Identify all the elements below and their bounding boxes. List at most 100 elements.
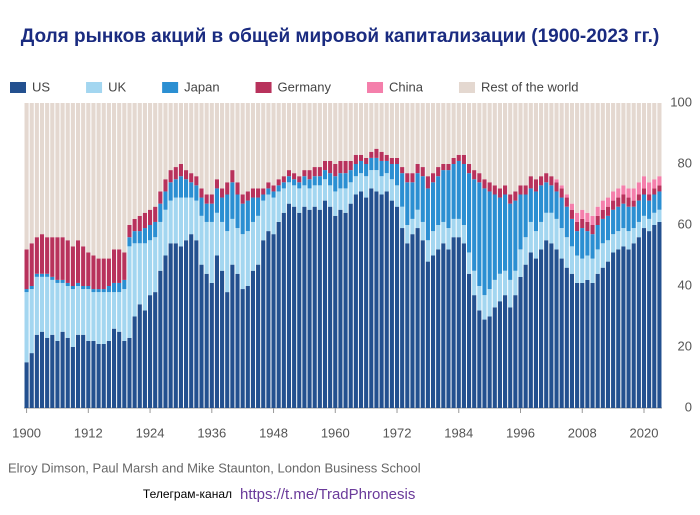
bar-segment <box>580 218 585 229</box>
bar-segment <box>173 243 178 408</box>
bar-segment <box>194 185 199 201</box>
bar-segment <box>508 203 513 280</box>
bar-segment <box>575 103 580 213</box>
bar-segment <box>394 103 400 158</box>
x-tick-label: 1912 <box>74 425 103 440</box>
bar-segment <box>75 103 81 241</box>
channel-url[interactable]: https://t.me/TradPhronesis <box>240 486 415 503</box>
bar-segment <box>96 289 101 293</box>
bar-segment <box>461 164 466 225</box>
bar-segment <box>405 225 410 244</box>
channel-label: Телеграм-канал <box>143 487 232 501</box>
bar-segment <box>101 343 106 408</box>
bar-segment <box>466 164 472 174</box>
bar-segment <box>626 188 631 198</box>
bar-segment <box>137 215 142 232</box>
bar-segment <box>420 221 425 241</box>
bar-segment <box>585 255 590 280</box>
bar-segment <box>163 179 168 192</box>
bar-segment <box>245 103 250 192</box>
bar-segment <box>24 249 29 290</box>
bar-segment <box>292 206 297 408</box>
bar-segment <box>292 185 297 207</box>
bar-segment <box>585 212 590 222</box>
bar-segment <box>245 200 250 232</box>
bar-segment <box>616 231 621 250</box>
bar-segment <box>405 103 410 174</box>
bar-segment <box>559 197 564 229</box>
bar-segment <box>328 160 333 174</box>
bar-segment <box>600 243 605 268</box>
bar-segment <box>194 103 199 177</box>
bar-segment <box>39 273 45 277</box>
bar-segment <box>636 194 641 201</box>
bar-segment <box>647 103 652 183</box>
bar-segment <box>230 218 235 265</box>
bar-segment <box>322 179 328 201</box>
bar-segment <box>441 221 446 244</box>
bar-segment <box>194 176 199 186</box>
bar-segment <box>616 188 621 198</box>
bar-segment <box>70 286 75 290</box>
bar-segment <box>50 279 55 335</box>
bar-segment <box>132 231 137 244</box>
bar-segment <box>225 292 230 408</box>
bar-segment <box>605 103 611 198</box>
bar-segment <box>302 176 307 186</box>
bar-segment <box>271 191 276 198</box>
y-tick-label: 100 <box>670 94 692 109</box>
bar-segment <box>641 215 647 229</box>
bar-segment <box>147 240 153 296</box>
bar-segment <box>533 231 539 259</box>
legend-swatch <box>255 82 272 93</box>
bar-segment <box>641 194 647 216</box>
bar-segment <box>621 228 626 247</box>
bar-segment <box>96 258 101 290</box>
bar-segment <box>616 206 621 232</box>
bar-segment <box>163 209 168 256</box>
bar-segment <box>451 164 456 219</box>
bar-segment <box>70 103 75 247</box>
bar-segment <box>492 103 497 186</box>
bar-segment <box>240 203 245 235</box>
bar-segment <box>544 103 549 174</box>
bar-segment <box>374 191 379 408</box>
bar-segment <box>554 182 559 192</box>
bar-segment <box>384 160 389 174</box>
bar-segment <box>472 270 477 296</box>
bar-segment <box>153 206 158 222</box>
legend-swatch <box>367 82 384 93</box>
bar-segment <box>153 237 158 293</box>
bar-segment <box>132 103 137 219</box>
bar-segment <box>611 191 616 201</box>
x-tick-label: 2020 <box>630 425 659 440</box>
bar-segment <box>451 237 456 408</box>
bar-segment <box>199 197 204 216</box>
bar-segment <box>137 243 142 305</box>
bar-segment <box>184 170 189 180</box>
bar-segment <box>544 173 549 183</box>
bar-segment <box>307 103 312 171</box>
bar-segment <box>503 185 508 195</box>
bar-segment <box>482 188 487 296</box>
bar-segment <box>523 237 528 265</box>
bar-segment <box>415 173 420 210</box>
bar-segment <box>286 170 292 177</box>
bar-segment <box>142 103 147 213</box>
bar-segment <box>312 167 317 177</box>
bar-segment <box>652 179 657 189</box>
bar-segment <box>281 212 286 408</box>
bar-segment <box>75 334 81 408</box>
bar-segment <box>523 185 528 195</box>
bar-segment <box>364 157 369 164</box>
bar-segment <box>235 273 240 408</box>
bar-segment <box>178 197 183 247</box>
bar-segment <box>322 200 328 408</box>
bar-segment <box>575 231 580 256</box>
bar-segment <box>333 164 338 177</box>
x-tick-label: 1996 <box>506 425 535 440</box>
bar-segment <box>184 179 189 198</box>
bar-segment <box>86 340 91 408</box>
bar-segment <box>297 103 302 177</box>
bar-segment <box>297 212 302 408</box>
